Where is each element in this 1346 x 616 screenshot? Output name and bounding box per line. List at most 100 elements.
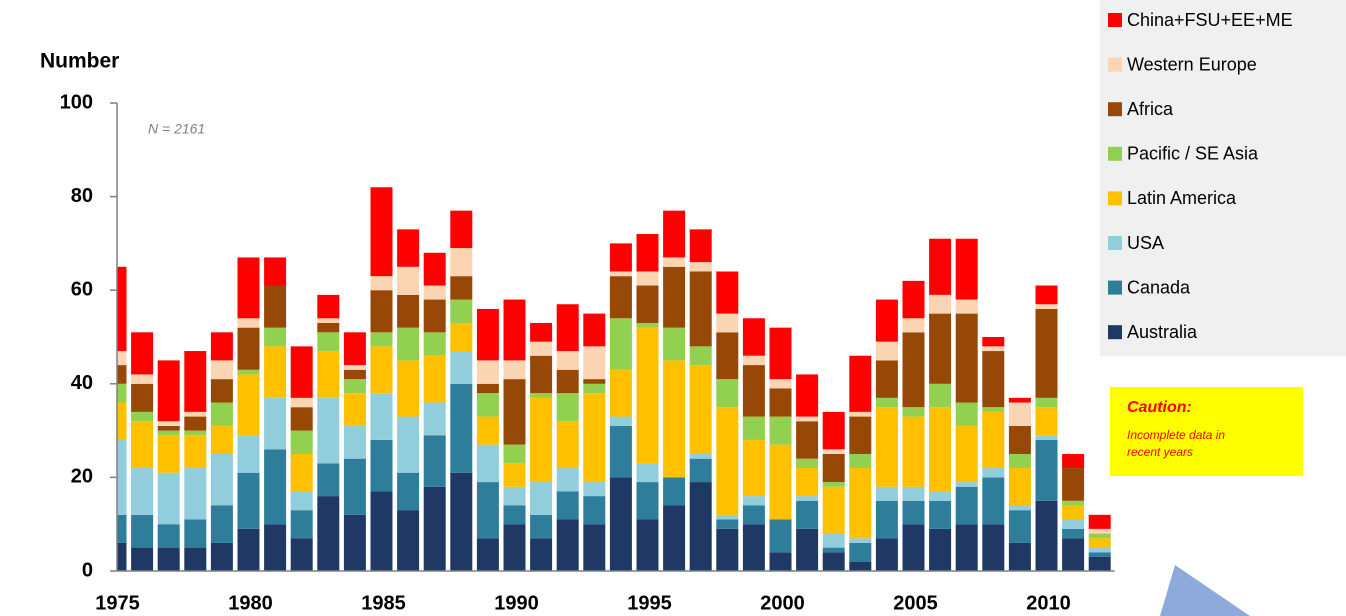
bar-segment bbox=[716, 313, 739, 333]
bar-segment bbox=[530, 514, 553, 539]
bar-segment bbox=[742, 496, 765, 506]
bar-segment bbox=[290, 346, 313, 398]
bar-segment bbox=[982, 524, 1005, 571]
bar-segment bbox=[556, 304, 579, 352]
bar-segment bbox=[317, 397, 340, 464]
bar-segment bbox=[131, 411, 154, 422]
bar-segment bbox=[503, 299, 526, 361]
y-tick-label: 0 bbox=[82, 559, 93, 581]
bar-segment bbox=[609, 243, 632, 272]
bar-segment bbox=[210, 379, 233, 403]
bar-segment bbox=[343, 332, 366, 366]
bar-segment bbox=[290, 491, 313, 511]
bar-segment bbox=[663, 266, 686, 328]
legend-label: China+FSU+EE+ME bbox=[1127, 10, 1293, 30]
bar-segment bbox=[769, 379, 792, 389]
bar-segment bbox=[423, 332, 446, 356]
bar-segment bbox=[583, 496, 606, 525]
bar-segment bbox=[1088, 552, 1111, 557]
bar-segment bbox=[423, 402, 446, 436]
bar-segment bbox=[689, 454, 712, 459]
bar-segment bbox=[822, 552, 845, 571]
bar-segment bbox=[237, 369, 260, 375]
legend-swatch bbox=[1108, 280, 1122, 295]
bar-segment bbox=[902, 407, 925, 417]
bar-segment bbox=[636, 285, 659, 323]
bar-segment bbox=[317, 294, 340, 319]
bar-segment bbox=[849, 561, 872, 571]
bar-segment bbox=[609, 318, 632, 370]
bar-segment bbox=[929, 528, 952, 571]
bar-segment bbox=[875, 538, 898, 571]
bar-segment bbox=[875, 360, 898, 398]
bar-segment bbox=[184, 411, 207, 417]
bar-segment bbox=[689, 365, 712, 454]
bar-segment bbox=[902, 486, 925, 501]
bar-segment bbox=[716, 514, 739, 520]
bar-segment bbox=[556, 393, 579, 422]
bar-segment bbox=[157, 472, 180, 525]
bar-segment bbox=[822, 411, 845, 450]
bar-segment bbox=[716, 271, 739, 314]
bar-segment bbox=[1088, 538, 1111, 548]
y-tick-label: 60 bbox=[71, 278, 93, 300]
bar-segment bbox=[450, 210, 473, 249]
bar-segment bbox=[476, 482, 499, 539]
bar-segment bbox=[583, 313, 606, 347]
bar-segment bbox=[609, 425, 632, 478]
bar-segment bbox=[184, 351, 207, 412]
bar-segment bbox=[1008, 468, 1031, 506]
bar-segment bbox=[264, 524, 287, 571]
bar-segment bbox=[556, 369, 579, 394]
bar-segment bbox=[556, 468, 579, 492]
bar-segment bbox=[423, 299, 446, 333]
bar-segment bbox=[849, 468, 872, 539]
bar-segment bbox=[769, 388, 792, 417]
bar-segment bbox=[184, 547, 207, 571]
bar-segment bbox=[210, 425, 233, 454]
bar-segment bbox=[117, 439, 127, 515]
annotation: N = 2161 bbox=[148, 121, 205, 137]
bar-segment bbox=[955, 238, 978, 300]
bar-segment bbox=[875, 407, 898, 487]
bar-segment bbox=[317, 332, 340, 352]
bar-segment bbox=[370, 187, 393, 277]
bar-segment bbox=[1088, 533, 1111, 539]
bar-segment bbox=[237, 327, 260, 370]
bar-segment bbox=[1088, 556, 1111, 571]
bar-segment bbox=[237, 435, 260, 473]
bar-segment bbox=[317, 318, 340, 323]
bar-segment bbox=[556, 491, 579, 520]
bar-segment bbox=[849, 542, 872, 562]
legend-label: Australia bbox=[1127, 322, 1198, 342]
bar-segment bbox=[929, 500, 952, 529]
bar-segment bbox=[796, 416, 819, 422]
bar-segment bbox=[556, 421, 579, 469]
bar-segment bbox=[503, 463, 526, 487]
bar-segment bbox=[1035, 439, 1058, 501]
bar-segment bbox=[875, 341, 898, 361]
bar-segment bbox=[423, 435, 446, 487]
bar-segment bbox=[955, 425, 978, 483]
bar-segment bbox=[1062, 468, 1085, 501]
bar-segment bbox=[476, 538, 499, 571]
bar-segment bbox=[530, 482, 553, 515]
legend-swatch bbox=[1108, 236, 1122, 250]
bar-segment bbox=[131, 332, 154, 375]
bar-segment bbox=[237, 472, 260, 529]
bar-segment bbox=[929, 407, 952, 492]
bar-segment bbox=[1035, 308, 1058, 398]
bar-segment bbox=[609, 276, 632, 319]
legend-box bbox=[1100, 0, 1346, 356]
bar-segment bbox=[476, 308, 499, 361]
bar-segment bbox=[689, 482, 712, 571]
bar-segment bbox=[822, 533, 845, 548]
bar-segment bbox=[317, 496, 340, 571]
x-tick-label: 1985 bbox=[361, 592, 406, 614]
x-tick-label: 1995 bbox=[627, 592, 672, 614]
bar-segment bbox=[210, 360, 233, 380]
bar-segment bbox=[1008, 505, 1031, 511]
legend-label: Western Europe bbox=[1127, 54, 1257, 74]
bar-segment bbox=[716, 407, 739, 515]
